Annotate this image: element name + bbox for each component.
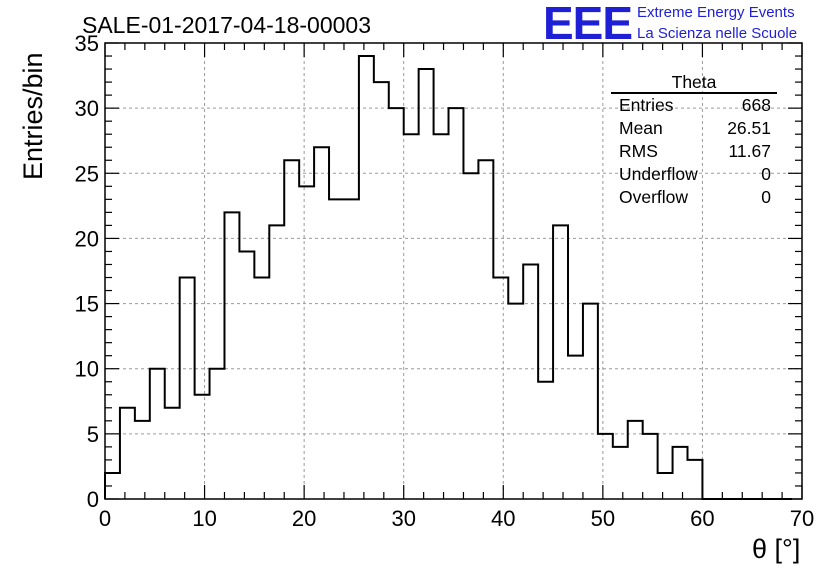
histogram-line: [104, 55, 793, 500]
x-axis-label: θ [°]: [752, 534, 800, 564]
y-tick-label: 30: [75, 96, 99, 121]
stats-box-title: Theta: [611, 72, 777, 94]
stats-box: Theta Entries 668 Mean 26.51 RMS 11.67 U…: [611, 72, 777, 209]
logo-line-1: Extreme Energy Events: [637, 4, 795, 21]
y-tick-label: 15: [75, 292, 99, 317]
stats-label: Overflow: [619, 187, 689, 207]
x-tick-label: 50: [591, 506, 615, 531]
x-tick-label: 0: [99, 506, 111, 531]
stats-value: 0: [761, 187, 771, 207]
stats-value: 11.67: [728, 141, 772, 161]
eee-logo: EEE: [543, 0, 633, 49]
logo-line-2: La Scienza nelle Scuole: [637, 25, 798, 42]
plot-frame: [104, 42, 803, 500]
y-tick-label: 25: [75, 161, 99, 186]
x-tick-label: 30: [391, 506, 415, 531]
chart-title: SALE-01-2017-04-18-00003: [82, 12, 371, 38]
stats-label: RMS: [619, 141, 658, 161]
stats-value: 668: [741, 95, 771, 115]
x-tick-label: 70: [790, 506, 814, 531]
y-tick-label: 35: [75, 31, 99, 56]
stats-label: Underflow: [619, 164, 698, 184]
y-tick-label: 0: [87, 487, 99, 512]
x-tick-label: 40: [491, 506, 515, 531]
stats-value: 26.51: [727, 118, 771, 138]
x-tick-label: 10: [192, 506, 216, 531]
y-axis-label: Entries/bin: [18, 52, 48, 180]
stats-row-mean: Mean 26.51: [611, 117, 777, 140]
stats-row-entries: Entries 668: [611, 94, 777, 117]
stats-row-rms: RMS 11.67: [611, 140, 777, 163]
stats-row-overflow: Overflow 0: [611, 186, 777, 209]
x-tick-label: 60: [690, 506, 714, 531]
y-tick-label: 5: [87, 422, 99, 447]
stats-value: 0: [761, 164, 771, 184]
tick-labels: 0 10 20 30 40 50 60 70 0 5 10 15 20 25 30 35: [75, 31, 815, 531]
y-tick-label: 10: [75, 357, 99, 382]
stats-label: Entries: [619, 95, 674, 115]
stats-row-underflow: Underflow 0: [611, 163, 777, 186]
stats-label: Mean: [619, 118, 663, 138]
y-tick-label: 20: [75, 226, 99, 251]
grid-lines: [105, 43, 802, 499]
axis-ticks: [104, 42, 803, 500]
x-tick-label: 20: [292, 506, 316, 531]
